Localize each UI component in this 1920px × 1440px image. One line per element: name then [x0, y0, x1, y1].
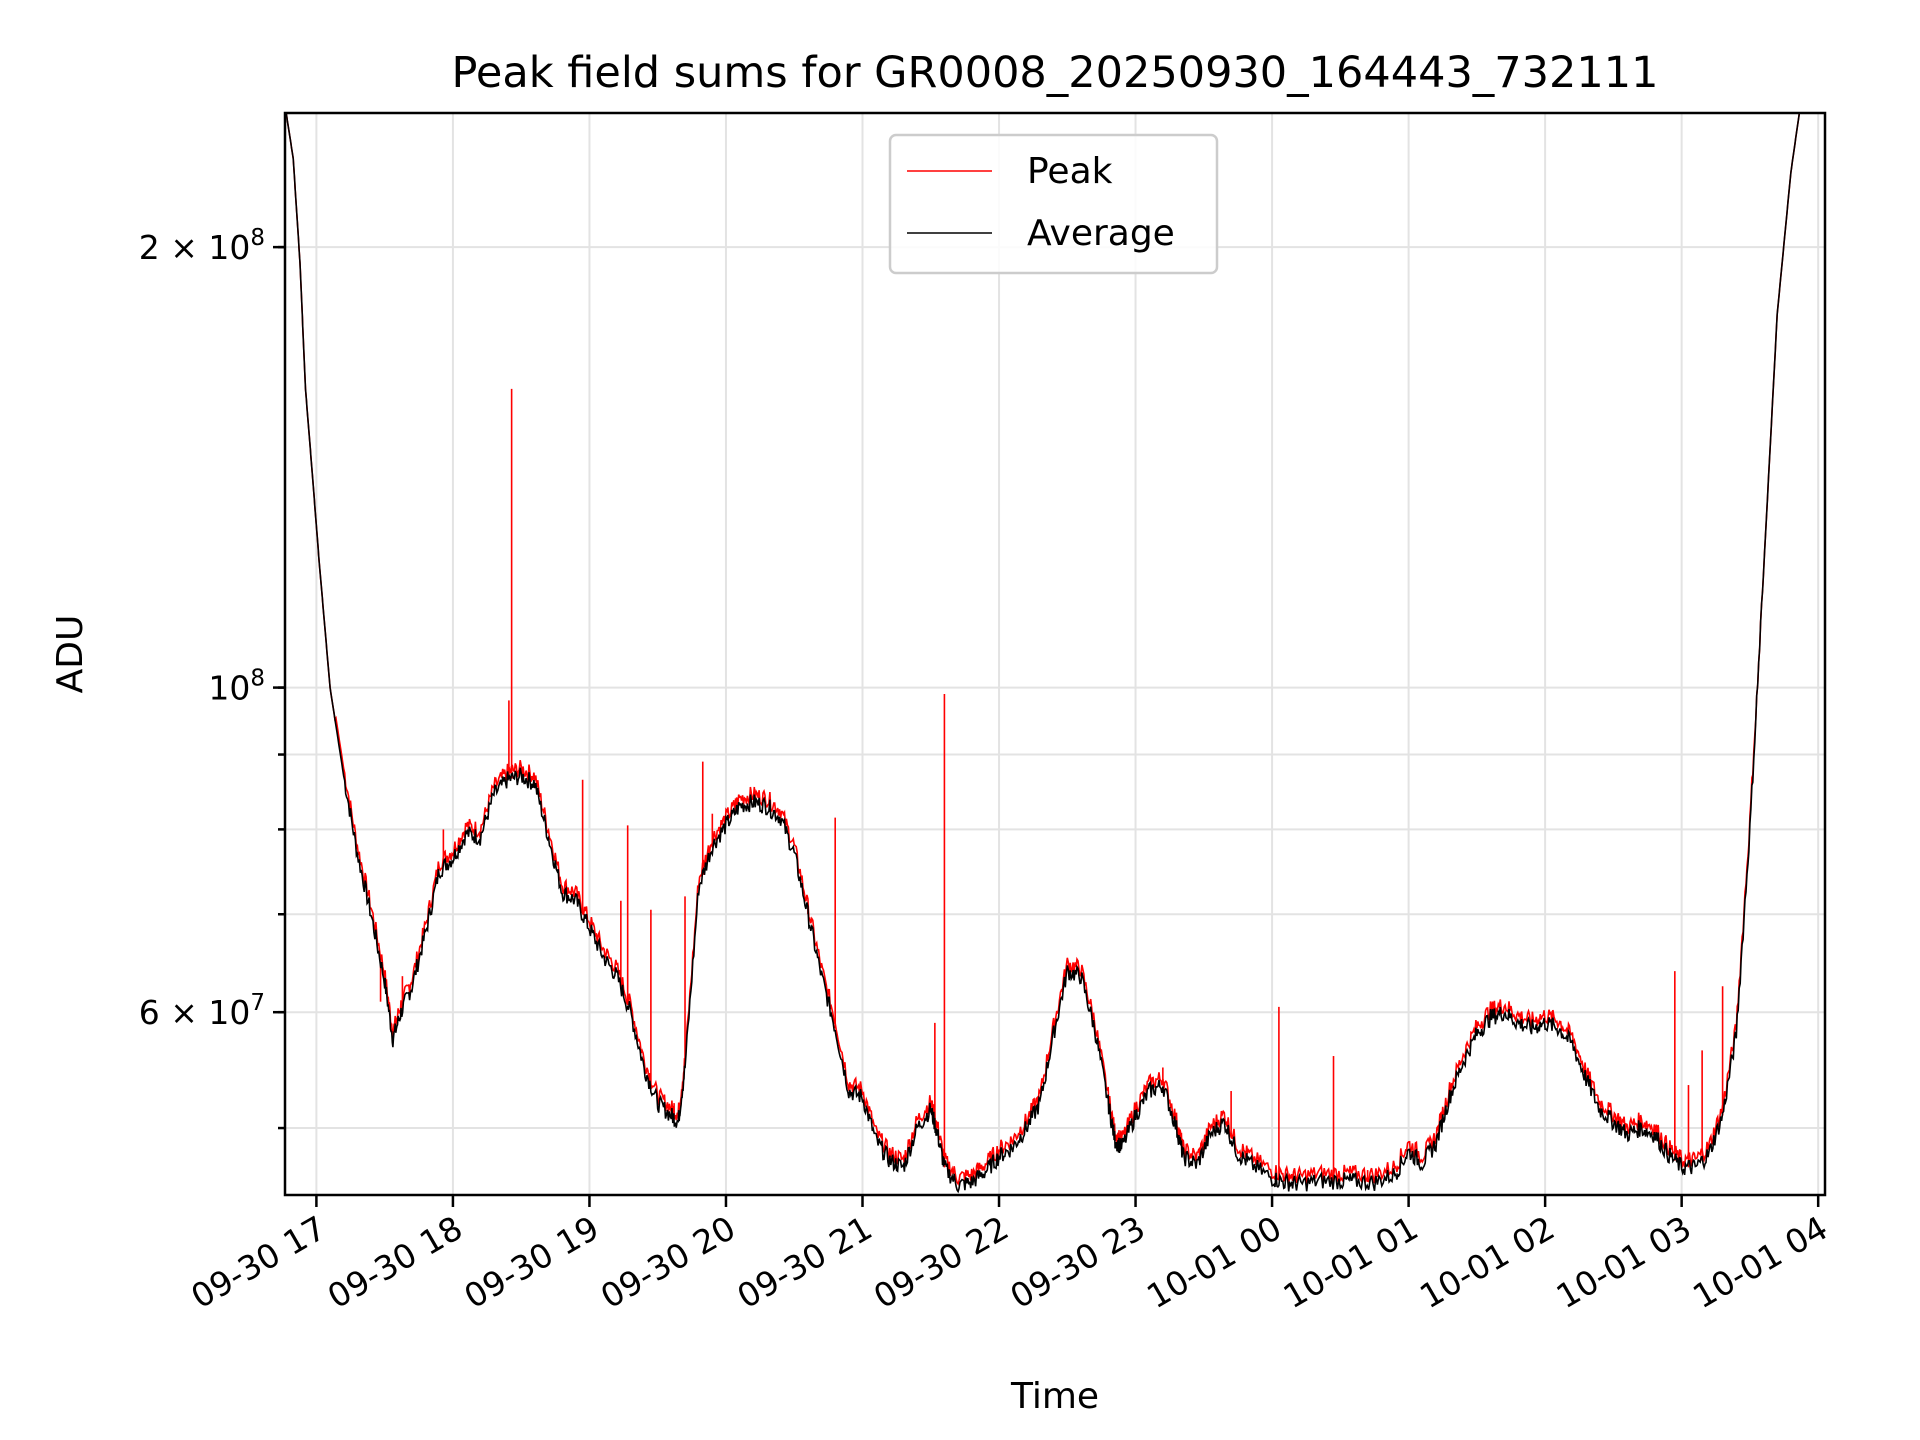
data-layer: [285, 113, 1801, 1194]
y-tick-label: 2 × 108: [139, 225, 265, 267]
y-tick-label: 108: [208, 666, 265, 708]
legend-box: [888, 133, 1219, 275]
x-axis-label: Time: [1010, 1376, 1099, 1417]
legend-peak-label: Peak: [1027, 151, 1113, 192]
legend: Peak Average: [888, 133, 1219, 275]
y-tick-label: 6 × 107: [139, 990, 265, 1032]
chart-title: Peak field sums for GR0008_20250930_1644…: [452, 48, 1659, 98]
grid-layer: [285, 113, 1825, 1195]
series-average-line: [285, 113, 1801, 1194]
plot-frame: [283, 111, 1827, 1197]
y-axis-label: ADU: [50, 615, 91, 694]
legend-average-label: Average: [1027, 213, 1175, 254]
